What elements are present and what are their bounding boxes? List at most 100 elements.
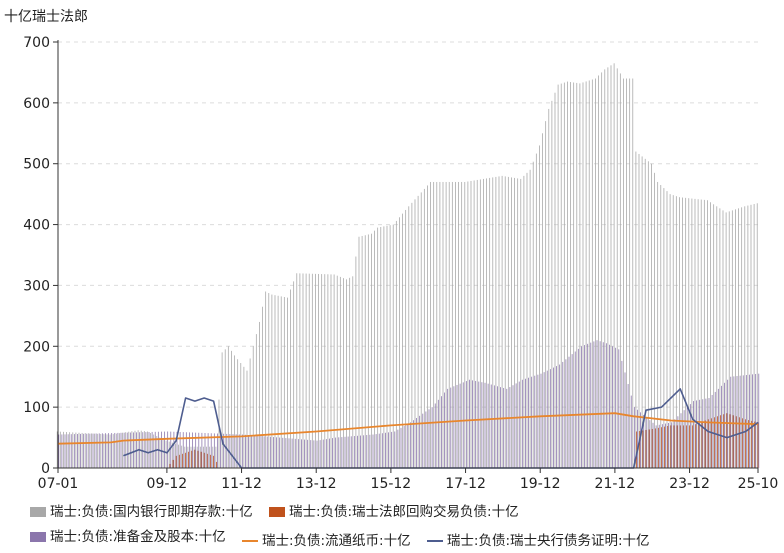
bar-series-2 — [441, 396, 442, 468]
bar-series-2 — [459, 383, 461, 468]
bar-series-2 — [702, 399, 704, 468]
bar-series-0 — [728, 211, 730, 468]
bar-series-0 — [212, 446, 214, 468]
bar-series-2 — [108, 433, 109, 468]
bar-series-0 — [750, 204, 752, 469]
bar-series-2 — [310, 440, 312, 468]
bar-series-0 — [178, 444, 179, 468]
x-tick-label-9: 25-10 — [738, 476, 779, 492]
bar-series-2 — [431, 407, 433, 468]
bar-series-0 — [143, 431, 145, 468]
bar-series-1 — [676, 425, 678, 468]
bar-series-0 — [237, 359, 239, 468]
bar-series-2 — [164, 431, 165, 468]
bar-series-0 — [542, 133, 543, 469]
bar-series-0 — [321, 274, 323, 468]
bar-series-2 — [677, 416, 679, 468]
x-tick-label-4: 15-12 — [371, 476, 412, 492]
bar-series-0 — [106, 434, 108, 468]
bar-series-2 — [447, 388, 449, 468]
bar-series-2 — [301, 439, 302, 468]
bar-series-0 — [206, 446, 207, 468]
bar-series-1 — [203, 452, 205, 468]
bar-series-0 — [495, 176, 497, 468]
legend-item-banknotes: 瑞士:负债:流通纸币:十亿 — [241, 529, 411, 553]
bar-series-0 — [756, 203, 758, 468]
bar-series-2 — [248, 435, 249, 468]
bar-series-2 — [624, 372, 626, 468]
bar-series-2 — [273, 437, 274, 468]
bar-series-0 — [517, 178, 519, 468]
bar-series-1 — [194, 449, 196, 468]
bar-series-2 — [114, 432, 116, 468]
bar-series-1 — [667, 426, 669, 468]
bar-series-2 — [185, 432, 187, 468]
bar-series-1 — [213, 455, 214, 468]
y-axis-unit: 十亿瑞士法郎 — [4, 9, 88, 25]
bar-series-2 — [497, 386, 498, 468]
bar-series-2 — [708, 398, 710, 468]
bar-series-1 — [751, 420, 753, 468]
bar-series-2 — [369, 434, 371, 468]
bar-series-0 — [355, 256, 357, 468]
bar-series-0 — [358, 236, 360, 468]
bar-series-1 — [742, 418, 743, 468]
bar-series-0 — [591, 79, 593, 468]
bar-series-2 — [198, 432, 200, 468]
bar-series-1 — [639, 430, 641, 468]
bar-series-2 — [584, 345, 585, 468]
bar-series-0 — [483, 178, 484, 468]
bar-series-2 — [537, 374, 539, 468]
legend-label-banknotes: 瑞士:负债:流通纸币:十亿 — [261, 533, 411, 549]
bar-series-2 — [406, 424, 408, 468]
bar-series-0 — [523, 175, 525, 468]
bar-series-2 — [245, 434, 246, 468]
bar-series-1 — [172, 459, 174, 468]
bar-series-0 — [660, 185, 662, 468]
bar-series-2 — [605, 343, 607, 468]
legend-item-reserves: 瑞士:负债:准备金及股本:十亿 — [30, 525, 226, 549]
bar-series-0 — [159, 437, 161, 468]
bar-series-0 — [439, 181, 441, 468]
bar-series-2 — [484, 382, 486, 468]
bar-series-2 — [699, 399, 701, 468]
bar-series-0 — [308, 273, 310, 468]
bar-series-0 — [131, 431, 133, 468]
bar-series-0 — [240, 363, 242, 468]
axes: 0 100 200 300 400 500 600 700 07-01 09-12 11-12 13-… — [23, 35, 778, 492]
bar-series-2 — [89, 433, 91, 468]
bar-series-2 — [752, 374, 753, 468]
line-series-4 — [123, 388, 759, 469]
bar-series-2 — [587, 343, 589, 468]
bar-series-2 — [419, 415, 421, 468]
bar-series-2 — [602, 342, 604, 468]
bar-series-2 — [543, 372, 545, 468]
legend-label-repo: 瑞士:负债:瑞士法郎回购交易负债:十亿 — [288, 504, 519, 520]
bar-series-2 — [329, 438, 330, 468]
bar-series-0 — [405, 209, 407, 469]
bar-series-0 — [330, 274, 332, 468]
bar-series-0 — [691, 198, 693, 469]
bar-series-2 — [671, 422, 673, 468]
bar-series-1 — [745, 419, 746, 468]
bar-series-0 — [532, 161, 534, 468]
bar-series-0 — [380, 227, 382, 468]
bar-series-2 — [683, 410, 685, 468]
bar-series-0 — [598, 75, 599, 468]
bar-series-2 — [95, 433, 97, 468]
bar-series-0 — [703, 199, 705, 468]
bar-series-2 — [469, 379, 470, 468]
bar-series-0 — [69, 432, 71, 468]
bar-series-2 — [282, 437, 284, 468]
bar-series-0 — [539, 145, 540, 468]
bar-series-2 — [649, 420, 651, 468]
bar-series-0 — [91, 433, 92, 468]
bar-series-2 — [599, 341, 601, 468]
bar-series-1 — [686, 425, 687, 468]
bar-series-0 — [199, 446, 201, 468]
y-tick-label-600: 600 — [23, 96, 50, 112]
bar-series-0 — [423, 188, 425, 469]
bar-series-2 — [574, 351, 576, 468]
bar-series-0 — [560, 83, 562, 468]
bar-series-2 — [453, 386, 455, 468]
